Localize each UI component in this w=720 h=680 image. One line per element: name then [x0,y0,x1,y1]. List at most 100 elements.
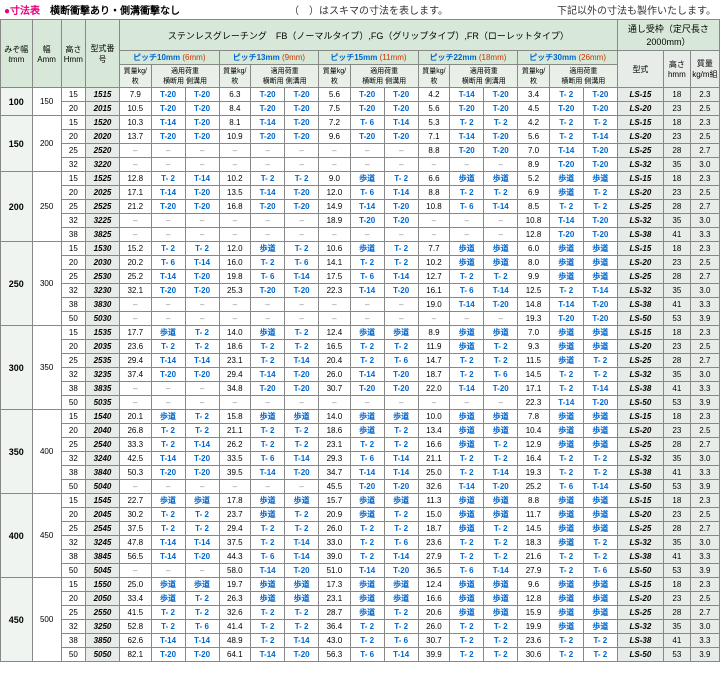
cell-model: 2520 [85,144,119,158]
cell-data: 歩道 [583,340,617,354]
cell-data: 21.2 [119,200,151,214]
cell-data: 歩道 [350,242,384,256]
cell-data: T-20 [285,116,319,130]
cell-data: T-20 [583,312,617,326]
cell-data: – [484,158,518,172]
cell-data: T- 2 [549,88,583,102]
cell-data: 歩道 [450,494,484,508]
cell-data: 33.5 [219,452,251,466]
table-row: 25252521.2T-20T-2016.8T-20T-2014.9T-14T-… [1,200,720,214]
cell-data: 16.1 [418,284,450,298]
cell-data: 8.8 [518,494,550,508]
cell-data: T- 6 [251,270,285,284]
cell-data: – [384,312,418,326]
cell-data: 歩道 [583,606,617,620]
table-row: 20205033.4歩道T- 226.3歩道歩道23.1歩道歩道16.6歩道歩道… [1,592,720,606]
cell-data: – [418,228,450,242]
cell-data: – [319,298,351,312]
cell-data: – [285,214,319,228]
cell-data: T- 6 [384,536,418,550]
cell-kg: 2.3 [690,578,719,592]
cell-model: 1530 [85,242,119,256]
cell-data: 18.6 [219,340,251,354]
cell-data: 歩道 [583,522,617,536]
cell-kg: 2.7 [690,200,719,214]
cell-data: T-14 [185,172,219,186]
cell-data: 8.1 [219,116,251,130]
cell-data: 17.5 [319,270,351,284]
table-row: 25255041.5T- 2T- 232.6T- 2T- 228.7歩道T- 2… [1,606,720,620]
cell-ls: LS-25 [617,606,663,620]
cell-data: – [450,158,484,172]
cell-hh: 23 [664,102,691,116]
cell-data: T-20 [185,130,219,144]
cell-data: T- 2 [549,116,583,130]
cell-data: T- 2 [484,550,518,564]
cell-kg: 2.7 [690,522,719,536]
cell-data: 8.9 [518,158,550,172]
cell-data: T- 2 [285,508,319,522]
cell-data: T- 2 [450,270,484,284]
cell-data: 歩道 [549,536,583,550]
cell-data: – [251,228,285,242]
cell-h: 20 [61,102,85,116]
cell-data: T-20 [350,480,384,494]
cell-kg: 2.3 [690,494,719,508]
cell-data: 歩道 [549,578,583,592]
cell-model: 3225 [85,214,119,228]
cell-kg: 2.7 [690,438,719,452]
cell-h: 20 [61,592,85,606]
cell-data: T- 2 [384,620,418,634]
cell-data: 歩道 [350,578,384,592]
cell-data: 33.0 [319,536,351,550]
cell-data: 歩道 [251,494,285,508]
table-row: 30035015153517.7歩道T- 214.0歩道T- 212.4歩道歩道… [1,326,720,340]
cell-data: 12.8 [119,172,151,186]
cell-data: T- 2 [350,256,384,270]
cell-data: 16.6 [418,438,450,452]
cell-hh: 28 [664,438,691,452]
cell-data: 歩道 [583,578,617,592]
cell-ls: LS-15 [617,578,663,592]
cell-data: 歩道 [583,424,617,438]
cell-ls: LS-25 [617,438,663,452]
cell-data: 30.7 [418,634,450,648]
cell-data: T- 2 [251,522,285,536]
col-h: 高さHmm [61,20,85,88]
cell-data: T- 2 [484,116,518,130]
table-row: 25030015153015.2T- 2T- 212.0歩道T- 210.6歩道… [1,242,720,256]
cell-data: T-14 [484,564,518,578]
cell-data: T- 2 [285,172,319,186]
cell-hh: 28 [664,606,691,620]
pitch-header: ピッチ15mm (11mm) [319,51,419,65]
cell-data: – [484,214,518,228]
cell-h: 50 [61,564,85,578]
cell-data: T-20 [285,186,319,200]
cell-data: 23.1 [319,592,351,606]
cell-data: 41.4 [219,620,251,634]
cell-data: T-20 [185,466,219,480]
cell-model: 3220 [85,158,119,172]
cell-data: 歩道 [484,256,518,270]
cell-mizo: 200 [1,172,33,242]
col-model: 型式番号 [85,20,119,88]
cell-data: T- 2 [450,620,484,634]
cell-hh: 35 [664,214,691,228]
cell-data: T- 2 [251,438,285,452]
table-row: 20204530.2T- 2T- 223.7歩道T- 220.9歩道T- 215… [1,508,720,522]
cell-data: 26.0 [319,522,351,536]
cell-data: – [219,158,251,172]
spec-table: みぞ幅ℓmm 幅Amm 高さHmm 型式番号 ステンレスグレーチング FB（ノー… [0,19,720,662]
cell-kg: 3.0 [690,452,719,466]
cell-h: 20 [61,424,85,438]
cell-ls: LS-38 [617,228,663,242]
cell-data: T-14 [151,536,185,550]
table-row: 505040––––––45.5T-20T-2032.6T-14T-2025.2… [1,480,720,494]
cell-data: 10.4 [518,424,550,438]
cell-data: T-20 [285,648,319,662]
cell-h: 32 [61,214,85,228]
cell-data: T- 6 [350,270,384,284]
cell-ls: LS-20 [617,424,663,438]
cell-data: 12.8 [518,592,550,606]
cell-data: 12.4 [418,578,450,592]
